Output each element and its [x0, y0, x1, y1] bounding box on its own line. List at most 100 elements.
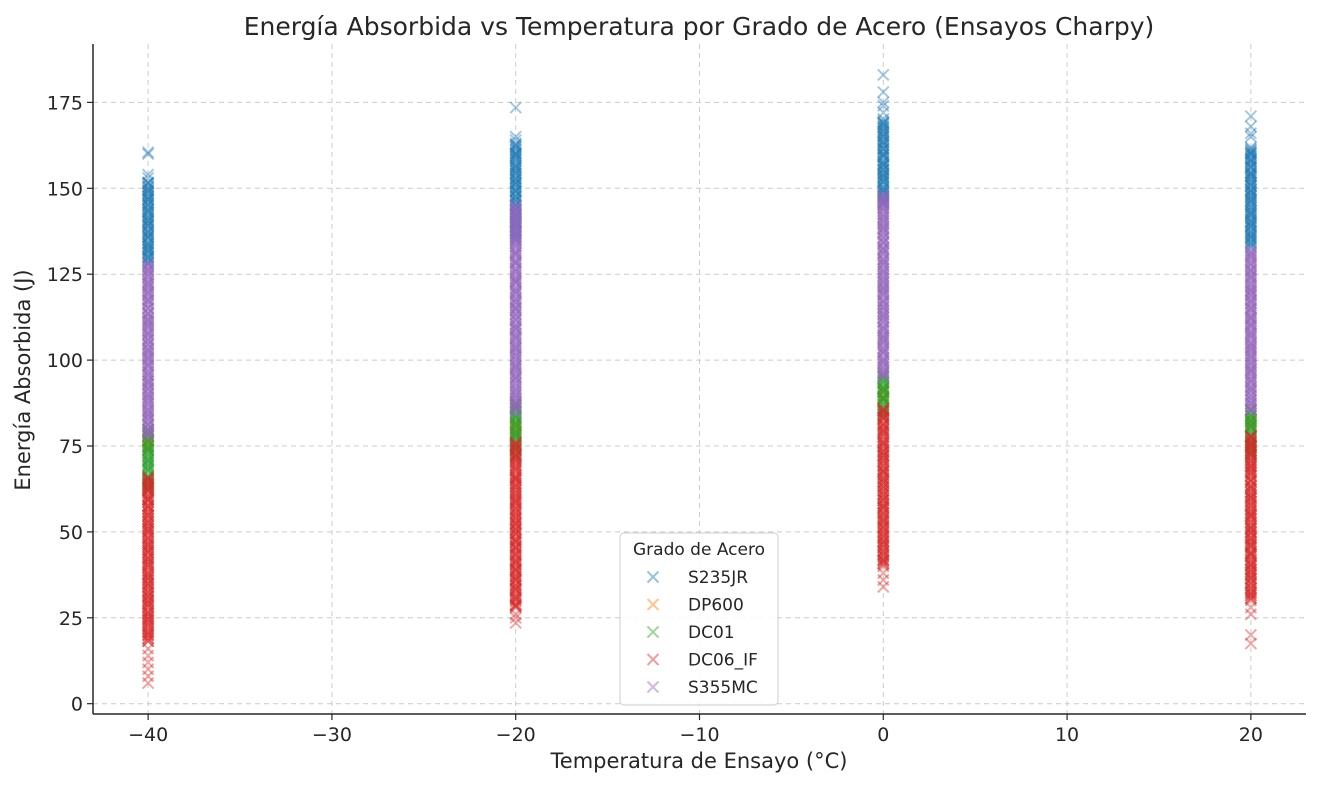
data-point — [877, 279, 890, 292]
data-point — [1244, 235, 1258, 248]
data-point — [509, 180, 522, 193]
data-point — [1244, 420, 1258, 433]
data-point — [1244, 251, 1258, 264]
data-point — [877, 188, 890, 202]
data-point — [1244, 258, 1258, 272]
data-point — [509, 388, 522, 401]
data-point — [1244, 270, 1258, 284]
data-point — [877, 198, 890, 212]
data-point — [877, 117, 890, 130]
data-point — [1244, 412, 1258, 426]
data-point — [141, 357, 155, 371]
data-point — [877, 197, 890, 210]
data-point — [141, 260, 155, 273]
data-point — [509, 284, 522, 298]
data-point — [509, 234, 522, 247]
data-point — [877, 331, 890, 345]
data-point — [509, 570, 522, 583]
data-point — [509, 272, 522, 285]
data-point — [509, 380, 522, 394]
data-point — [877, 273, 890, 287]
data-point — [1244, 155, 1258, 168]
data-point — [877, 360, 890, 374]
data-point — [141, 259, 155, 273]
data-point — [877, 184, 890, 197]
data-point — [509, 332, 522, 345]
data-point — [509, 338, 522, 351]
data-point — [141, 344, 155, 358]
data-point — [877, 142, 890, 156]
data-point — [141, 519, 155, 533]
y-tick-label: 25 — [59, 608, 83, 630]
data-point — [509, 419, 522, 433]
data-point — [509, 595, 522, 608]
data-point — [141, 424, 155, 438]
data-point — [141, 473, 155, 487]
legend-label: S355MC — [688, 678, 758, 698]
data-point — [877, 452, 890, 466]
data-point — [877, 528, 890, 542]
data-point — [141, 578, 155, 591]
data-point — [877, 417, 890, 431]
data-point — [877, 217, 890, 230]
data-point — [877, 285, 890, 299]
data-point — [877, 160, 890, 173]
data-point — [877, 300, 890, 313]
data-point — [877, 221, 890, 235]
data-point — [141, 583, 155, 596]
data-point — [141, 334, 155, 347]
data-point — [1244, 397, 1258, 410]
data-point — [877, 258, 890, 271]
data-point — [509, 422, 522, 435]
data-point — [1244, 393, 1258, 407]
data-point — [877, 253, 890, 266]
data-point — [877, 121, 890, 134]
data-point — [509, 517, 522, 531]
data-point — [141, 228, 155, 241]
data-point — [141, 184, 155, 197]
data-point — [509, 489, 522, 502]
data-point — [141, 387, 155, 400]
data-point — [877, 451, 890, 464]
y-tick-label: 150 — [47, 178, 83, 200]
data-point — [1244, 453, 1258, 467]
data-point — [141, 378, 155, 392]
data-point — [509, 288, 522, 301]
data-point — [1244, 209, 1258, 222]
data-point — [509, 185, 522, 198]
data-point — [141, 515, 155, 529]
data-point — [141, 472, 155, 485]
data-point — [1244, 404, 1258, 418]
data-point — [141, 368, 155, 381]
data-point — [509, 542, 522, 555]
data-point — [877, 501, 890, 515]
data-point — [1244, 381, 1258, 394]
data-point — [141, 482, 155, 496]
data-point — [1244, 381, 1258, 394]
data-point — [509, 417, 522, 431]
data-point — [509, 248, 522, 262]
data-point — [877, 391, 890, 404]
data-point — [1244, 277, 1258, 290]
data-point — [509, 600, 522, 613]
data-point — [877, 373, 890, 386]
data-point — [509, 214, 522, 227]
data-point — [1244, 508, 1258, 522]
data-point — [141, 423, 155, 436]
y-tick-label: 125 — [47, 264, 83, 286]
data-point — [877, 446, 890, 459]
data-point — [509, 181, 522, 195]
data-point — [509, 422, 522, 436]
data-point — [877, 253, 890, 266]
data-point — [1244, 403, 1258, 416]
data-point — [141, 377, 155, 391]
data-point — [877, 433, 890, 446]
data-point — [509, 435, 522, 449]
data-point — [877, 374, 890, 388]
data-point — [877, 406, 890, 419]
data-point — [1244, 547, 1258, 561]
data-point — [509, 502, 522, 515]
data-point — [509, 237, 522, 250]
data-point — [509, 253, 522, 267]
